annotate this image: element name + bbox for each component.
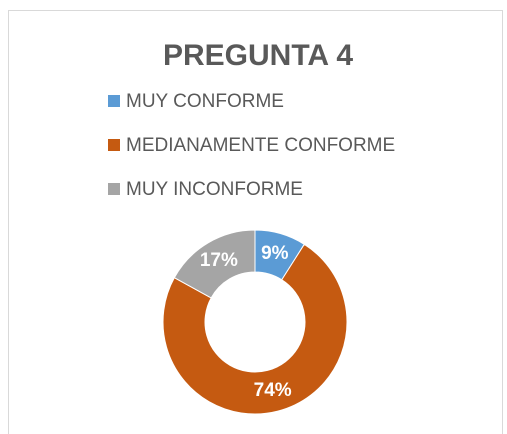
legend-label: MEDIANAMENTE CONFORME	[126, 135, 395, 156]
legend-label: MUY INCONFORME	[126, 179, 303, 200]
chart-frame	[8, 10, 503, 434]
legend-swatch	[108, 183, 120, 195]
donut-slice	[162, 243, 348, 415]
data-label: 9%	[261, 243, 289, 264]
legend-swatch	[108, 139, 120, 151]
legend-swatch	[108, 95, 120, 107]
data-label: 17%	[200, 250, 238, 271]
chart-title: PREGUNTA 4	[163, 39, 353, 72]
data-label: 74%	[254, 380, 292, 401]
legend-label: MUY CONFORME	[126, 91, 284, 112]
donut-slice	[173, 229, 256, 299]
